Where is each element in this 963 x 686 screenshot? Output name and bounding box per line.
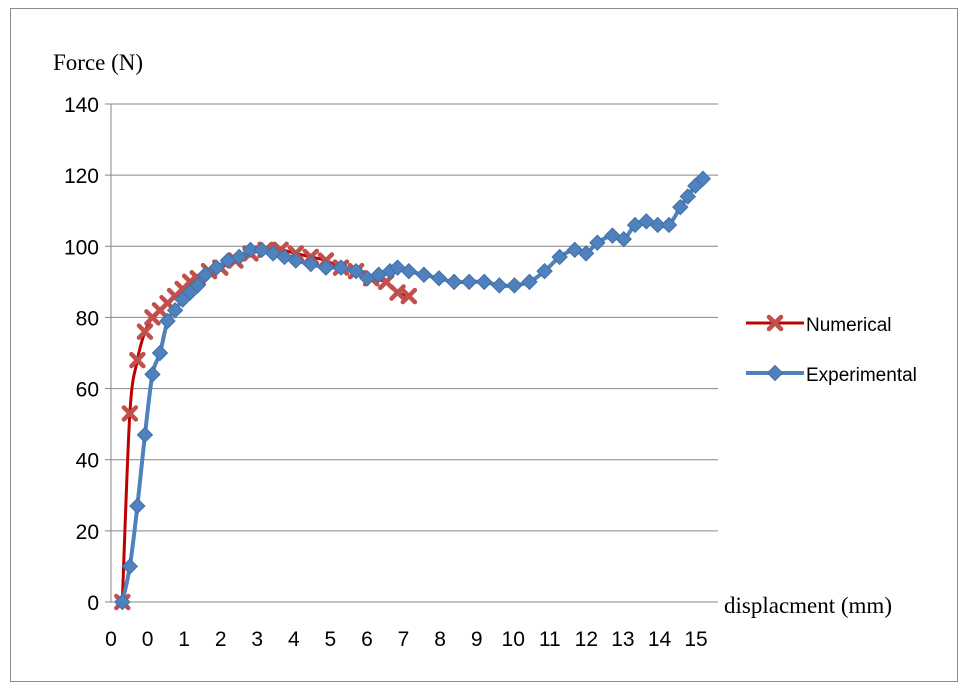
legend-marker-diamond bbox=[766, 364, 784, 382]
y-axis-label: Force (N) bbox=[53, 50, 143, 75]
data-point-experimental bbox=[615, 230, 632, 248]
data-point-experimental bbox=[679, 188, 697, 205]
legend-marker-numerical bbox=[766, 314, 784, 332]
data-point-experimental bbox=[136, 426, 154, 444]
data-point-experimental bbox=[506, 277, 523, 294]
data-point-experimental bbox=[347, 262, 365, 280]
series-experimental bbox=[114, 170, 712, 611]
x-tick-label: 11 bbox=[539, 628, 561, 651]
data-point-experimental bbox=[694, 170, 712, 187]
legend-entry-experimental: Experimental bbox=[746, 364, 917, 386]
legend: Numerical Experimental bbox=[746, 314, 917, 386]
data-point-experimental bbox=[660, 216, 678, 234]
plot-series bbox=[114, 170, 712, 611]
data-point-experimental bbox=[114, 593, 131, 611]
gridlines bbox=[111, 103, 718, 532]
legend-marker-experimental bbox=[766, 364, 784, 382]
series-line-experimental bbox=[120, 177, 705, 603]
data-point-experimental bbox=[400, 262, 418, 280]
data-point-experimental bbox=[460, 273, 478, 291]
legend-entry-numerical: Numerical bbox=[746, 314, 892, 336]
data-point-experimental bbox=[332, 259, 350, 276]
x-tick-label: 0 bbox=[105, 628, 117, 651]
y-tick-label: 0 bbox=[87, 592, 99, 615]
data-point-experimental bbox=[302, 255, 320, 273]
data-point-experimental bbox=[476, 273, 493, 291]
data-point-experimental bbox=[551, 248, 568, 266]
data-point-experimental bbox=[144, 366, 161, 383]
data-point-experimental bbox=[589, 234, 606, 251]
y-tick-label: 60 bbox=[76, 379, 99, 402]
data-point-experimental bbox=[287, 252, 304, 269]
x-axis-label: displacment (mm) bbox=[724, 593, 892, 618]
axes bbox=[105, 103, 718, 603]
x-tick-label: 14 bbox=[648, 628, 672, 651]
y-tick-label: 100 bbox=[64, 236, 99, 259]
x-tick-label: 6 bbox=[361, 628, 373, 651]
data-point-numerical bbox=[136, 323, 154, 340]
x-tick-label: 10 bbox=[502, 628, 525, 651]
x-tick-label: 0 bbox=[142, 628, 154, 651]
x-tick-label: 9 bbox=[471, 628, 483, 651]
legend-label-experimental: Experimental bbox=[806, 365, 917, 386]
data-point-experimental bbox=[189, 277, 206, 294]
chart-area: 0 20 40 60 80 100 120 140 0 0 1 2 3 4 5 6 7 8 9 10 11 12 13 14… bbox=[10, 8, 958, 682]
data-point-experimental bbox=[151, 344, 169, 362]
data-point-experimental bbox=[415, 266, 433, 283]
series-numerical bbox=[114, 241, 418, 611]
data-point-experimental bbox=[166, 302, 184, 319]
x-tick-labels: 0 0 1 2 3 4 5 6 7 8 9 10 11 12 13 14 15 bbox=[105, 628, 708, 651]
data-point-experimental bbox=[445, 273, 463, 291]
data-point-experimental bbox=[672, 198, 689, 216]
data-point-experimental bbox=[242, 241, 259, 259]
legend-marker-x bbox=[766, 314, 784, 332]
y-tick-label: 120 bbox=[64, 165, 99, 188]
x-tick-label: 7 bbox=[398, 628, 410, 651]
y-tick-label: 40 bbox=[76, 450, 99, 473]
data-point-experimental bbox=[577, 245, 595, 262]
data-point-numerical bbox=[121, 405, 139, 422]
x-tick-label: 5 bbox=[325, 628, 337, 651]
data-point-experimental bbox=[253, 241, 271, 259]
x-tick-label: 13 bbox=[611, 628, 634, 651]
data-point-experimental bbox=[317, 259, 335, 276]
data-point-experimental bbox=[129, 497, 146, 515]
data-point-experimental bbox=[521, 273, 538, 291]
data-point-experimental bbox=[491, 277, 508, 294]
y-tick-label: 80 bbox=[76, 307, 99, 330]
x-tick-label: 8 bbox=[434, 628, 446, 651]
data-point-experimental bbox=[536, 262, 553, 280]
x-tick-label: 15 bbox=[684, 628, 707, 651]
data-point-numerical bbox=[129, 351, 146, 369]
data-point-experimental bbox=[430, 270, 448, 287]
data-point-numerical bbox=[400, 287, 418, 305]
data-point-experimental bbox=[230, 248, 248, 266]
y-tick-labels: 0 20 40 60 80 100 120 140 bbox=[64, 94, 99, 615]
data-point-experimental bbox=[159, 312, 176, 330]
data-point-experimental bbox=[649, 216, 666, 234]
y-tick-label: 140 bbox=[64, 94, 99, 117]
data-point-experimental bbox=[121, 558, 139, 575]
data-point-experimental bbox=[197, 266, 214, 283]
x-tick-label: 4 bbox=[288, 628, 300, 651]
data-point-experimental bbox=[208, 259, 225, 276]
x-tick-label: 1 bbox=[178, 628, 190, 651]
legend-label-numerical: Numerical bbox=[806, 315, 892, 336]
y-tick-label: 20 bbox=[76, 521, 99, 544]
x-tick-label: 12 bbox=[575, 628, 598, 651]
x-tick-label: 2 bbox=[215, 628, 227, 651]
x-tick-label: 3 bbox=[251, 628, 263, 651]
